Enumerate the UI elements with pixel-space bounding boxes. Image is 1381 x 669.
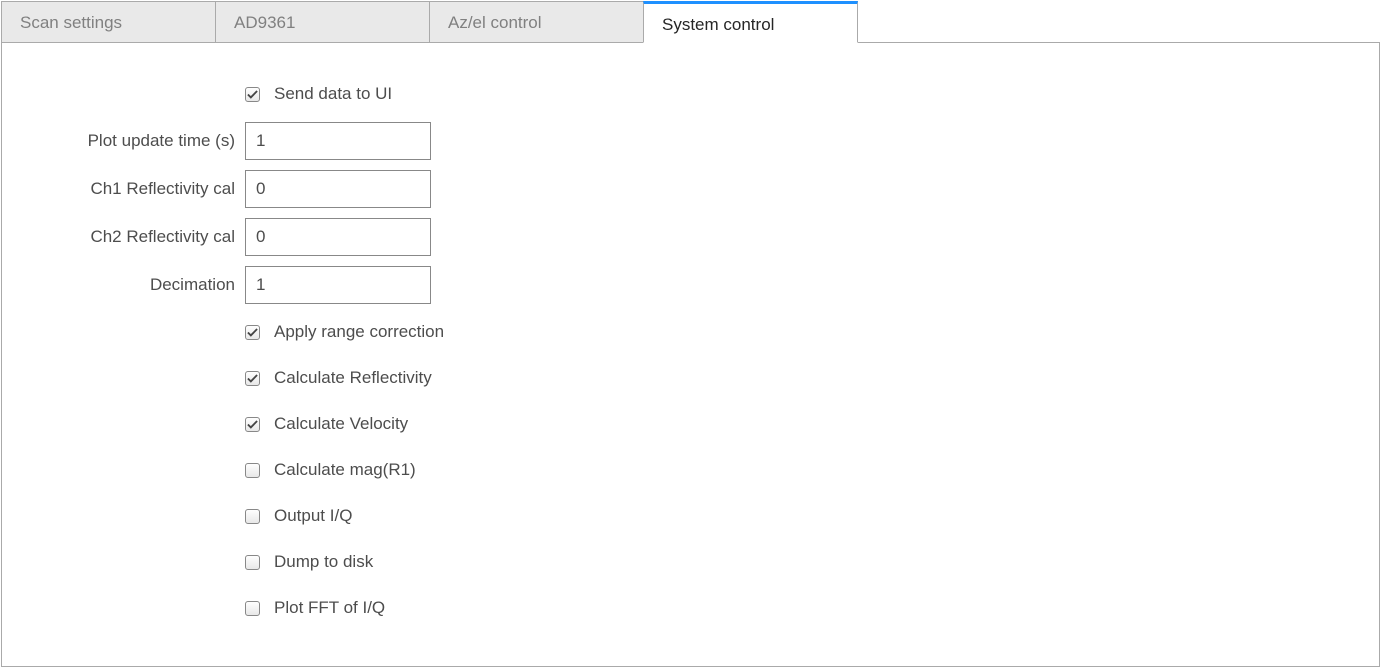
check-icon [247, 373, 258, 384]
row-apply-range-correction: Apply range correction [20, 309, 1361, 355]
row-decimation: Decimation [20, 261, 1361, 309]
tab-strip: Scan settings AD9361 Az/el control Syste… [1, 1, 1380, 43]
input-plot-update-time[interactable] [245, 122, 431, 160]
checkbox-plot-fft-iq[interactable] [245, 601, 260, 616]
tab-scan-settings[interactable]: Scan settings [1, 1, 216, 43]
checkbox-label-calc-velocity[interactable]: Calculate Velocity [274, 414, 408, 434]
row-calc-velocity: Calculate Velocity [20, 401, 1361, 447]
label-ch1-reflectivity-cal: Ch1 Reflectivity cal [20, 179, 245, 199]
row-ch1-reflectivity-cal: Ch1 Reflectivity cal [20, 165, 1361, 213]
row-send-data-to-ui: Send data to UI [20, 71, 1361, 117]
checkbox-dump-to-disk[interactable] [245, 555, 260, 570]
check-icon [247, 419, 258, 430]
label-ch2-reflectivity-cal: Ch2 Reflectivity cal [20, 227, 245, 247]
checkbox-calc-velocity[interactable] [245, 417, 260, 432]
checkbox-label-plot-fft-iq[interactable]: Plot FFT of I/Q [274, 598, 385, 618]
label-decimation: Decimation [20, 275, 245, 295]
row-dump-to-disk: Dump to disk [20, 539, 1361, 585]
tab-system-control[interactable]: System control [643, 1, 858, 43]
check-icon [247, 89, 258, 100]
input-ch2-reflectivity-cal[interactable] [245, 218, 431, 256]
check-icon [247, 327, 258, 338]
checkbox-label-apply-range-correction[interactable]: Apply range correction [274, 322, 444, 342]
row-plot-fft-iq: Plot FFT of I/Q [20, 585, 1361, 631]
row-calc-reflectivity: Calculate Reflectivity [20, 355, 1361, 401]
input-decimation[interactable] [245, 266, 431, 304]
row-plot-update-time: Plot update time (s) [20, 117, 1361, 165]
row-ch2-reflectivity-cal: Ch2 Reflectivity cal [20, 213, 1361, 261]
checkbox-label-output-iq[interactable]: Output I/Q [274, 506, 352, 526]
checkbox-calc-mag-r1[interactable] [245, 463, 260, 478]
checkbox-label-calc-mag-r1[interactable]: Calculate mag(R1) [274, 460, 416, 480]
row-calc-mag-r1: Calculate mag(R1) [20, 447, 1361, 493]
checkbox-output-iq[interactable] [245, 509, 260, 524]
input-ch1-reflectivity-cal[interactable] [245, 170, 431, 208]
label-plot-update-time: Plot update time (s) [20, 131, 245, 151]
checkbox-calc-reflectivity[interactable] [245, 371, 260, 386]
system-control-panel: Send data to UI Plot update time (s) Ch1… [1, 42, 1380, 667]
checkbox-label-send-data-to-ui[interactable]: Send data to UI [274, 84, 392, 104]
checkbox-label-dump-to-disk[interactable]: Dump to disk [274, 552, 373, 572]
row-output-iq: Output I/Q [20, 493, 1361, 539]
tab-ad9361[interactable]: AD9361 [215, 1, 430, 43]
tab-az-el-control[interactable]: Az/el control [429, 1, 644, 43]
checkbox-apply-range-correction[interactable] [245, 325, 260, 340]
checkbox-label-calc-reflectivity[interactable]: Calculate Reflectivity [274, 368, 432, 388]
checkbox-send-data-to-ui[interactable] [245, 87, 260, 102]
